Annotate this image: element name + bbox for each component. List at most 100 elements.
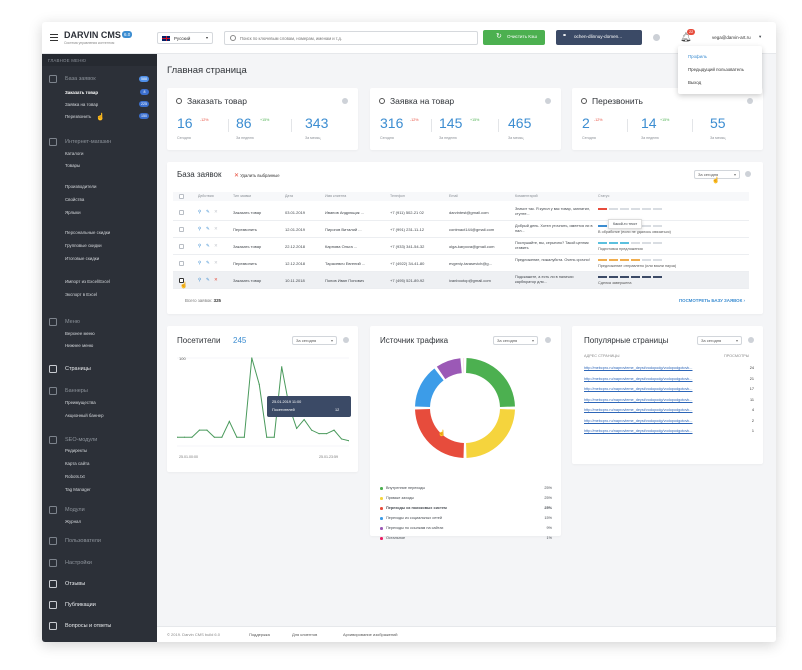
donut-slice[interactable] <box>415 368 444 407</box>
sidebar-item-robots[interactable]: Robots.txt <box>65 474 85 479</box>
menu-item-previous-user[interactable]: Предыдущий пользователь <box>688 67 744 72</box>
page-link[interactable]: http://mebcpro.ru/naprovleme_deyst/vodop… <box>584 418 693 423</box>
data-point[interactable] <box>177 436 178 438</box>
row-checkbox[interactable] <box>179 227 184 232</box>
menu-item-logout[interactable]: Выход <box>688 80 702 85</box>
data-point[interactable] <box>191 436 193 438</box>
status-step[interactable] <box>609 276 618 278</box>
delete-icon[interactable]: ✕ <box>214 243 218 248</box>
delete-selected-button[interactable]: ✕ Удалить выбранные <box>234 173 280 179</box>
hamburger-icon[interactable] <box>50 34 58 41</box>
status-step[interactable] <box>609 259 618 261</box>
period-select[interactable]: За сегодня <box>697 336 742 345</box>
status-step[interactable] <box>642 242 651 244</box>
sidebar-section-reviews[interactable]: Отзывы <box>42 578 157 590</box>
data-point[interactable] <box>273 436 275 438</box>
data-point[interactable] <box>296 427 298 429</box>
sidebar-item-sitemap[interactable]: Карта сайта <box>65 461 90 466</box>
menu-item-profile[interactable]: Профиль <box>688 54 707 59</box>
column-header[interactable]: Дата <box>285 194 293 198</box>
sidebar-section-pages[interactable]: Страницы <box>42 363 157 375</box>
delete-icon[interactable]: ✕ <box>214 277 218 282</box>
delete-icon[interactable]: ✕ <box>214 226 218 231</box>
domain-button[interactable]: ⚭ ochen-dlinnuy-domen... <box>556 30 642 45</box>
status-step[interactable] <box>598 225 607 227</box>
language-select[interactable]: Русский ▾ <box>157 32 213 44</box>
period-select[interactable]: За сегодня <box>694 170 740 179</box>
gear-icon[interactable] <box>745 171 751 177</box>
gear-icon[interactable] <box>342 98 348 104</box>
sidebar-section-users[interactable]: Пользователи <box>42 535 157 547</box>
sidebar-section-publications[interactable]: Публикации <box>42 599 157 611</box>
sidebar-item-product-request[interactable]: Заявка на товар <box>65 102 99 107</box>
sidebar-item-redirects[interactable]: Редиректы <box>65 448 88 453</box>
row-checkbox[interactable] <box>179 261 184 266</box>
sidebar-section-settings[interactable]: Настройки <box>42 557 157 569</box>
data-point[interactable] <box>325 433 328 435</box>
data-point[interactable] <box>251 357 253 359</box>
status-step[interactable] <box>653 259 662 261</box>
page-link[interactable]: http://mebcpro.ru/naprovleme_deyst/vodop… <box>584 408 693 412</box>
sidebar-section-seo[interactable]: SEO-модули <box>42 434 157 446</box>
status-step[interactable] <box>653 242 662 244</box>
sidebar-item-products[interactable]: Товары <box>65 163 81 168</box>
donut-slice[interactable] <box>466 358 515 407</box>
data-point[interactable] <box>198 429 201 431</box>
view-icon[interactable]: ⚲ <box>198 226 202 231</box>
page-link[interactable]: http://mebcpro.ru/naprovleme_deyst/vodop… <box>584 366 693 370</box>
gear-icon[interactable] <box>545 98 551 104</box>
data-point[interactable] <box>340 438 343 440</box>
sidebar-section-modules[interactable]: Модули <box>42 504 157 516</box>
row-checkbox[interactable] <box>179 210 184 215</box>
sidebar-section-menu[interactable]: Меню <box>42 316 157 328</box>
status-step[interactable] <box>620 242 629 244</box>
delete-icon[interactable]: ✕ <box>214 260 218 265</box>
data-point[interactable] <box>206 429 208 431</box>
status-step[interactable] <box>642 225 651 227</box>
row-checkbox[interactable] <box>179 278 184 283</box>
footer-link-support[interactable]: Поддержка <box>249 632 270 637</box>
status-step[interactable] <box>598 259 607 261</box>
data-point[interactable] <box>183 436 186 438</box>
sidebar-item-properties[interactable]: Свойства <box>65 197 85 202</box>
data-point[interactable] <box>281 366 283 368</box>
page-link[interactable]: http://mebcpro.ru/naprovleme_deyst/vodop… <box>584 429 693 433</box>
status-step[interactable] <box>609 242 618 244</box>
data-point[interactable] <box>303 419 305 421</box>
page-link[interactable]: http://mebcpro.ru/naprovleme_deyst/vodop… <box>584 387 693 391</box>
period-select[interactable]: За сегодня <box>292 336 337 345</box>
sidebar-item-top-menu[interactable]: Верхнее меню <box>65 331 95 336</box>
data-point[interactable] <box>333 429 335 431</box>
status-step[interactable] <box>653 208 662 210</box>
sidebar-item-journal[interactable]: Журнал <box>65 519 82 524</box>
edit-icon[interactable]: ✎ <box>206 209 210 214</box>
status-step[interactable] <box>642 276 651 278</box>
donut-slice[interactable] <box>463 358 464 374</box>
sidebar-item-advantages[interactable]: Преимущества <box>65 400 96 405</box>
edit-icon[interactable]: ✎ <box>206 277 210 282</box>
status-step[interactable] <box>620 259 629 261</box>
sidebar-section-banners[interactable]: Баннеры <box>42 385 157 397</box>
gear-icon[interactable] <box>343 337 349 343</box>
sidebar-section-faq[interactable]: Вопросы и ответы <box>42 620 157 632</box>
data-point[interactable] <box>213 436 215 438</box>
status-step[interactable] <box>598 242 607 244</box>
status-step[interactable] <box>653 225 662 227</box>
search-input[interactable] <box>240 34 470 42</box>
period-select[interactable]: За сегодня <box>493 336 538 345</box>
bell-icon[interactable]: 🔔︎ <box>680 32 692 42</box>
page-link[interactable]: http://mebcpro.ru/naprovleme_deyst/vodop… <box>584 376 693 381</box>
data-point[interactable] <box>318 433 320 435</box>
sidebar-item-bottom-menu[interactable]: Нижнее меню <box>65 343 94 348</box>
data-point[interactable] <box>258 383 260 385</box>
footer-link-clients[interactable]: Для клиентов <box>292 632 318 637</box>
sidebar-section-shop[interactable]: Интернет-магазин <box>42 136 157 148</box>
status-step[interactable] <box>620 276 629 278</box>
status-step[interactable] <box>642 208 651 210</box>
status-step[interactable] <box>631 242 640 244</box>
data-point[interactable] <box>236 436 238 438</box>
donut-slice[interactable] <box>466 409 515 458</box>
gear-icon[interactable] <box>545 337 551 343</box>
user-email[interactable]: vega@darvin-art.ru <box>712 35 751 40</box>
edit-icon[interactable]: ✎ <box>206 260 210 265</box>
